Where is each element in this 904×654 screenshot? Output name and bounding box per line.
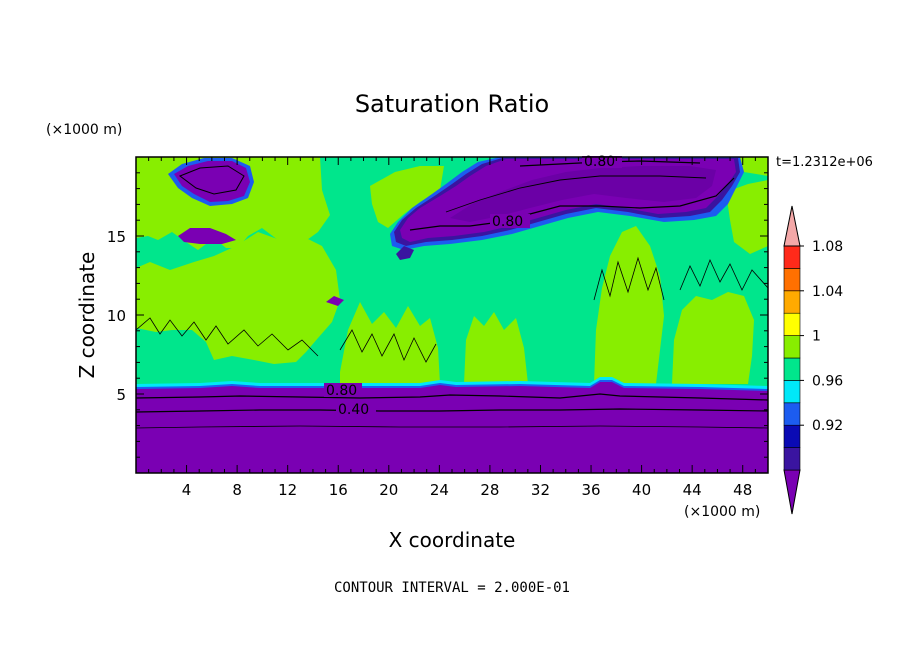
region-leftmid-patch <box>178 228 236 244</box>
region-upper-cloud-inner <box>450 166 716 222</box>
colorbar-level-label: 1.08 <box>812 239 843 255</box>
contour-label-1: 0.80 <box>326 383 357 399</box>
y-tick-label: 10 <box>107 307 126 325</box>
x-tick-label: 44 <box>683 481 702 499</box>
x-tick-label: 36 <box>581 481 600 499</box>
colorbar-swatch <box>783 447 801 471</box>
y-axis: 5 10 15 <box>107 172 768 458</box>
x-tick-label: 12 <box>278 481 297 499</box>
colorbar-swatch <box>783 335 801 359</box>
x-tick-label: 48 <box>733 481 752 499</box>
contour-line-040-upper <box>445 175 707 213</box>
x-tick-label: 40 <box>632 481 651 499</box>
contour-line-topleft <box>178 165 245 195</box>
region-lowmid-green-a <box>340 302 440 384</box>
region-small-patch-15 <box>326 296 344 306</box>
contour-line-000-low <box>136 425 768 429</box>
colorbar-swatch <box>783 268 801 292</box>
region-right-edge-green <box>726 180 768 254</box>
x-tick-label: 20 <box>379 481 398 499</box>
region-left-green <box>136 232 340 364</box>
x-tick-label: 8 <box>232 481 242 499</box>
colorbar-level-label: 0.92 <box>812 418 843 434</box>
contour-line-040-low <box>136 408 768 413</box>
region-mid-green <box>370 166 444 228</box>
contour-label-3: 0.80 <box>492 214 523 230</box>
colorbar-level-label: 1 <box>812 329 821 345</box>
colorbar-bottom-arrow <box>783 469 801 515</box>
x-axis: 4 8 12 16 20 24 28 32 36 40 44 48 <box>148 157 756 499</box>
contour-labels: 0.80 0.40 0.80 0.80 <box>324 154 622 418</box>
x-tick-label: 24 <box>430 481 449 499</box>
colorbar-swatch <box>783 312 801 336</box>
y-axis-label: Z coordinate <box>75 252 99 379</box>
contour-label-2: 0.40 <box>338 402 369 418</box>
region-small-patch-23 <box>396 246 414 260</box>
colorbar: 0.92 0.96 1 1.04 1.08 <box>783 205 843 515</box>
plot-area <box>136 157 768 473</box>
time-label: t=1.2312e+06 <box>776 155 873 170</box>
colorbar-swatch <box>783 424 801 448</box>
region-base-dark <box>136 382 768 473</box>
contour-line-wiggle-c <box>593 256 665 301</box>
y-tick-label: 5 <box>116 386 126 404</box>
x-axis-label: X coordinate <box>389 528 516 552</box>
region-right-green-a <box>594 226 664 384</box>
colorbar-swatch <box>783 402 801 426</box>
contour-line-wiggle-b <box>339 329 437 363</box>
colorbar-swatch <box>783 380 801 404</box>
colorbar-top-arrow <box>783 205 801 247</box>
contour-interval-footer: CONTOUR INTERVAL = 2.000E-01 <box>334 580 570 596</box>
x-unit-label: (×1000 m) <box>684 504 760 520</box>
contour-lines <box>136 160 768 429</box>
contour-line-wiggle-a <box>136 317 319 357</box>
contour-line-080-low <box>136 393 768 401</box>
x-tick-label: 16 <box>329 481 348 499</box>
colorbar-swatch <box>783 245 801 269</box>
x-tick-label: 32 <box>531 481 550 499</box>
contour-line-080-upper <box>409 177 735 231</box>
contour-label-4: 0.80 <box>584 154 615 170</box>
region-right-green-b <box>672 292 754 384</box>
y-unit-label: (×1000 m) <box>46 122 122 138</box>
contour-line-wiggle-d <box>679 258 768 291</box>
colorbar-swatch <box>783 290 801 314</box>
chart-title: Saturation Ratio <box>355 90 549 118</box>
y-tick-label: 15 <box>107 228 126 246</box>
colorbar-swatch <box>783 357 801 381</box>
region-lowmid-green-b <box>464 312 528 384</box>
colorbar-level-label: 1.04 <box>812 284 843 300</box>
x-tick-label: 4 <box>182 481 192 499</box>
x-tick-label: 28 <box>480 481 499 499</box>
colorbar-level-label: 0.96 <box>812 373 843 389</box>
